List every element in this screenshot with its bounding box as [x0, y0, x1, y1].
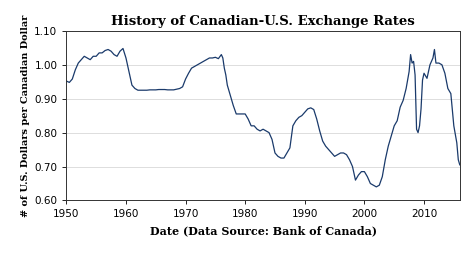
- Title: History of Canadian-U.S. Exchange Rates: History of Canadian-U.S. Exchange Rates: [111, 15, 415, 28]
- X-axis label: Date (Data Source: Bank of Canada): Date (Data Source: Bank of Canada): [150, 225, 376, 236]
- Y-axis label: # of U.S. Dollars per Canadian Dollar: # of U.S. Dollars per Canadian Dollar: [21, 14, 30, 217]
